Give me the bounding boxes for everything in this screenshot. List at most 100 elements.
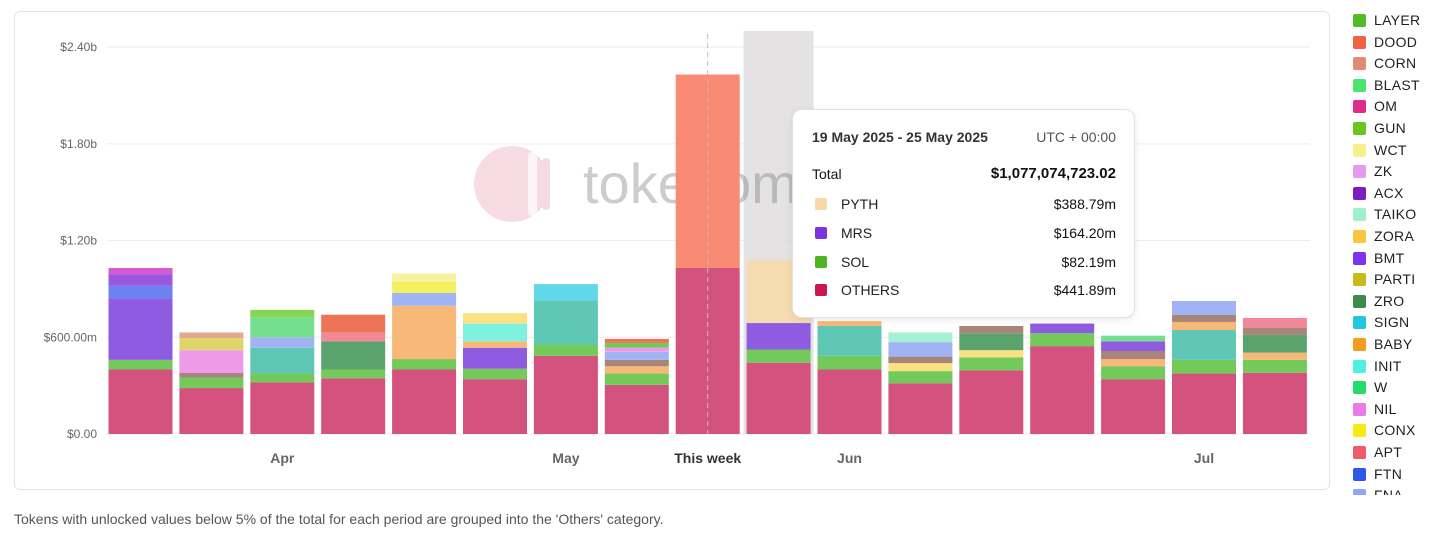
legend-item[interactable]: WCT (1352, 140, 1452, 160)
legend-item[interactable]: FTN (1352, 464, 1452, 484)
bar-segment-mrs[interactable] (463, 347, 527, 369)
bar-segment-dood[interactable] (604, 338, 669, 343)
bar-segment-zro[interactable] (321, 341, 386, 370)
bar-segment-others[interactable] (817, 369, 882, 434)
legend-item[interactable]: NIL (1352, 399, 1452, 419)
bar-segment-blast[interactable] (250, 317, 315, 338)
legend-item[interactable]: BLAST (1352, 75, 1452, 95)
bar-stack[interactable] (888, 332, 953, 434)
bar-stack[interactable] (250, 309, 315, 434)
legend-item[interactable]: SIGN (1352, 312, 1452, 332)
bar-segment-conx[interactable] (392, 281, 457, 293)
bar-segment-taiko-teal[interactable] (817, 325, 882, 356)
bar-segment-tok-brown[interactable] (604, 359, 669, 367)
bar-segment-blast[interactable] (1101, 335, 1166, 342)
bar-segment-fna[interactable] (1172, 301, 1236, 315)
bar-segment-sol[interactable] (1101, 366, 1166, 380)
bar-segment-zro[interactable] (1242, 334, 1307, 353)
bar-segment-fna[interactable] (604, 351, 669, 360)
bar-segment-fna[interactable] (392, 292, 457, 306)
bar-stack[interactable] (392, 273, 457, 434)
bar-segment-others[interactable] (108, 369, 173, 434)
bar-segment-acx[interactable] (108, 274, 173, 286)
bar-segment-tok-brown[interactable] (179, 372, 244, 378)
bar-segment-others[interactable] (1030, 346, 1095, 434)
legend-item[interactable]: OM (1352, 96, 1452, 116)
bar-segment-taiko[interactable] (888, 332, 953, 343)
bar-segment-sol[interactable] (1030, 333, 1095, 347)
bar-segment-mrs[interactable] (108, 298, 173, 360)
bar-segment-sign[interactable] (533, 284, 598, 301)
bar-segment-pyth-orange[interactable] (1172, 321, 1236, 331)
legend-item[interactable]: DOOD (1352, 32, 1452, 52)
legend-item[interactable]: TAIKO (1352, 204, 1452, 224)
bar-segment-sol[interactable] (817, 355, 882, 370)
bar-segment-others[interactable] (463, 379, 527, 434)
bar-segment-others[interactable] (959, 370, 1024, 434)
legend-item[interactable]: CONX (1352, 420, 1452, 440)
legend-item[interactable]: BMT (1352, 248, 1452, 268)
legend-item[interactable]: ZK (1352, 161, 1452, 181)
legend-item[interactable]: FNA (1352, 485, 1452, 495)
bar-stack[interactable] (463, 313, 527, 434)
bar-segment-sol[interactable] (604, 342, 669, 348)
bar-segment-pyth-orange[interactable] (392, 305, 457, 360)
bar-segment-tok-brown[interactable] (1172, 314, 1236, 322)
bar-segment-om[interactable] (108, 267, 173, 275)
bar-segment-pyth-orange[interactable] (604, 366, 669, 374)
legend-item[interactable]: PARTI (1352, 269, 1452, 289)
bar-segment-others[interactable] (392, 369, 457, 434)
legend-item[interactable]: GUN (1352, 118, 1452, 138)
bar-segment-sol[interactable] (888, 371, 953, 384)
bar-segment-others[interactable] (604, 384, 669, 434)
bar-stack[interactable] (817, 321, 882, 434)
bar-segment-dood[interactable] (321, 314, 386, 333)
bar-segment-tok-brown[interactable] (1101, 350, 1166, 360)
bar-stack[interactable] (108, 267, 173, 434)
bar-stack[interactable] (604, 338, 669, 434)
bar-segment-fna[interactable] (888, 342, 953, 357)
bar-segment-zora-light[interactable] (888, 363, 953, 372)
bar-segment-pyth-orange[interactable] (1101, 359, 1166, 367)
bar-segment-others[interactable] (321, 378, 386, 434)
bar-segment-others[interactable] (1172, 373, 1236, 434)
bar-segment-zora-light[interactable] (959, 350, 1024, 358)
bar-segment-gun[interactable] (250, 309, 315, 318)
bar-segment-apt[interactable] (1242, 317, 1307, 328)
bar-segment-others[interactable] (1242, 372, 1307, 434)
bar-segment-mrs[interactable] (1101, 341, 1166, 351)
bar-segment-others[interactable] (1101, 379, 1166, 434)
bar-segment-taiko-teal[interactable] (533, 300, 598, 345)
bar-stack[interactable] (533, 284, 598, 434)
bar-segment-others[interactable] (533, 355, 598, 434)
bar-segment-sol[interactable] (463, 368, 527, 380)
bar-segment-wct[interactable] (392, 273, 457, 282)
bar-segment-sol[interactable] (392, 359, 457, 370)
bar-segment-sol[interactable] (250, 373, 315, 383)
legend-item[interactable]: ZORA (1352, 226, 1452, 246)
bar-segment-sol[interactable] (108, 359, 173, 370)
bar-stack[interactable] (179, 332, 244, 434)
legend-item[interactable]: BABY (1352, 334, 1452, 354)
legend-item[interactable]: LAYER (1352, 10, 1452, 30)
bar-segment-parti[interactable] (179, 338, 244, 351)
bar-segment-sol[interactable] (533, 344, 598, 356)
legend-item[interactable]: ZRO (1352, 291, 1452, 311)
bar-segment-sol[interactable] (179, 377, 244, 389)
bar-segment-others[interactable] (250, 382, 315, 434)
bar-segment-zro[interactable] (959, 333, 1024, 351)
bar-segment-apt[interactable] (321, 332, 386, 342)
bar-segment-pyth-orange[interactable] (817, 321, 882, 326)
bar-segment-mrs[interactable] (746, 323, 811, 350)
bar-segment-taiko-teal[interactable] (1172, 330, 1236, 360)
bar-segment-fna[interactable] (250, 337, 315, 348)
bar-segment-tok-brown[interactable] (1242, 327, 1307, 335)
bar-segment-zora-light[interactable] (463, 313, 527, 324)
bar-stack[interactable] (1172, 301, 1236, 434)
bar-segment-nil[interactable] (179, 350, 244, 373)
bar-segment-sol[interactable] (321, 369, 386, 379)
bar-segment-tok-brown[interactable] (959, 325, 1024, 334)
bar-segment-sol[interactable] (1242, 359, 1307, 373)
bar-segment-pyth-orange[interactable] (1242, 352, 1307, 360)
bar-segment-corn[interactable] (179, 332, 244, 339)
